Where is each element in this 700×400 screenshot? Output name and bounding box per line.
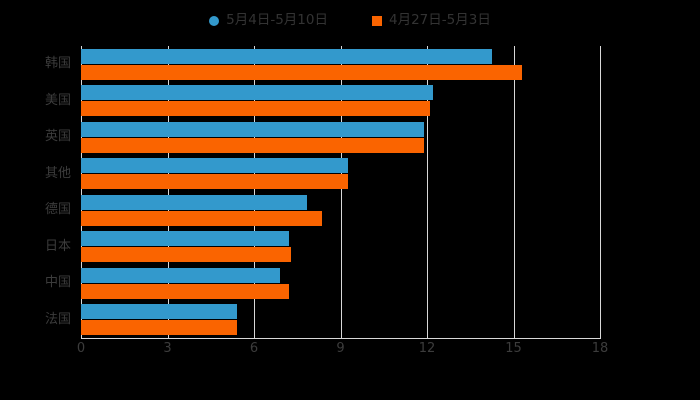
legend-circle-marker-icon (209, 16, 220, 26)
y-axis-tick-label: 法国 (44, 311, 71, 327)
chart-legend: 5月4日-5月10日 4月27日-5月3日 (0, 8, 700, 34)
bar-group (81, 158, 600, 190)
x-axis-tick-label: 12 (418, 341, 436, 356)
legend-item-series-b[interactable]: 4月27日-5月3日 (372, 14, 491, 28)
bar[interactable] (81, 267, 280, 283)
y-axis-tick-label: 德国 (44, 202, 71, 218)
bar-group (81, 231, 600, 263)
bar-group (81, 194, 600, 226)
x-axis-tick-label: 15 (505, 341, 522, 356)
bar[interactable] (81, 101, 430, 117)
bar[interactable] (81, 137, 425, 153)
y-axis-tick-label: 日本 (44, 238, 71, 254)
bar-group (81, 85, 600, 117)
legend-square-marker-icon (372, 16, 382, 26)
y-axis-category-labels: 韩国美国英国其他德国日本中国法国 (0, 46, 75, 338)
bar-group (81, 48, 600, 80)
bar[interactable] (81, 304, 237, 320)
x-axis-tick-label: 18 (591, 341, 609, 356)
bar[interactable] (81, 174, 348, 190)
y-axis-tick-label: 美国 (44, 92, 71, 108)
x-axis-tick-label: 3 (163, 341, 172, 356)
x-gridline (254, 46, 255, 338)
legend-item-series-a[interactable]: 5月4日-5月10日 (209, 14, 328, 28)
x-axis-tick-label: 0 (76, 341, 86, 356)
bar-group (81, 267, 600, 299)
bar[interactable] (81, 121, 425, 137)
x-axis-tick-label: 9 (336, 341, 345, 356)
bar[interactable] (81, 158, 348, 174)
y-axis-tick-label: 韩国 (44, 56, 71, 72)
bar[interactable] (81, 210, 322, 226)
bar[interactable] (81, 247, 292, 263)
y-axis-tick-label: 中国 (44, 275, 71, 291)
bar[interactable] (81, 283, 289, 299)
x-gridline (600, 46, 601, 338)
y-axis-tick-label: 其他 (44, 165, 71, 181)
bar-group (81, 121, 600, 153)
bar[interactable] (81, 320, 237, 336)
x-axis-line (81, 338, 601, 339)
legend-label-series-b: 4月27日-5月3日 (389, 12, 491, 29)
legend-label-series-a: 5月4日-5月10日 (226, 12, 328, 29)
plot-area (81, 46, 601, 338)
x-axis-tick-label: 6 (249, 341, 259, 356)
y-axis-line (81, 46, 82, 338)
bar[interactable] (81, 64, 523, 80)
x-gridline (167, 46, 169, 338)
bar-group (81, 304, 600, 336)
bar[interactable] (81, 231, 289, 247)
x-axis-tick-labels: 0 3 6 9 12 15 18 (0, 342, 700, 362)
x-gridline (513, 46, 515, 338)
x-gridline (340, 46, 342, 338)
bar[interactable] (81, 194, 308, 210)
x-gridline (427, 46, 428, 338)
bar[interactable] (81, 48, 492, 64)
y-axis-tick-label: 英国 (44, 129, 71, 145)
bar[interactable] (81, 85, 433, 101)
